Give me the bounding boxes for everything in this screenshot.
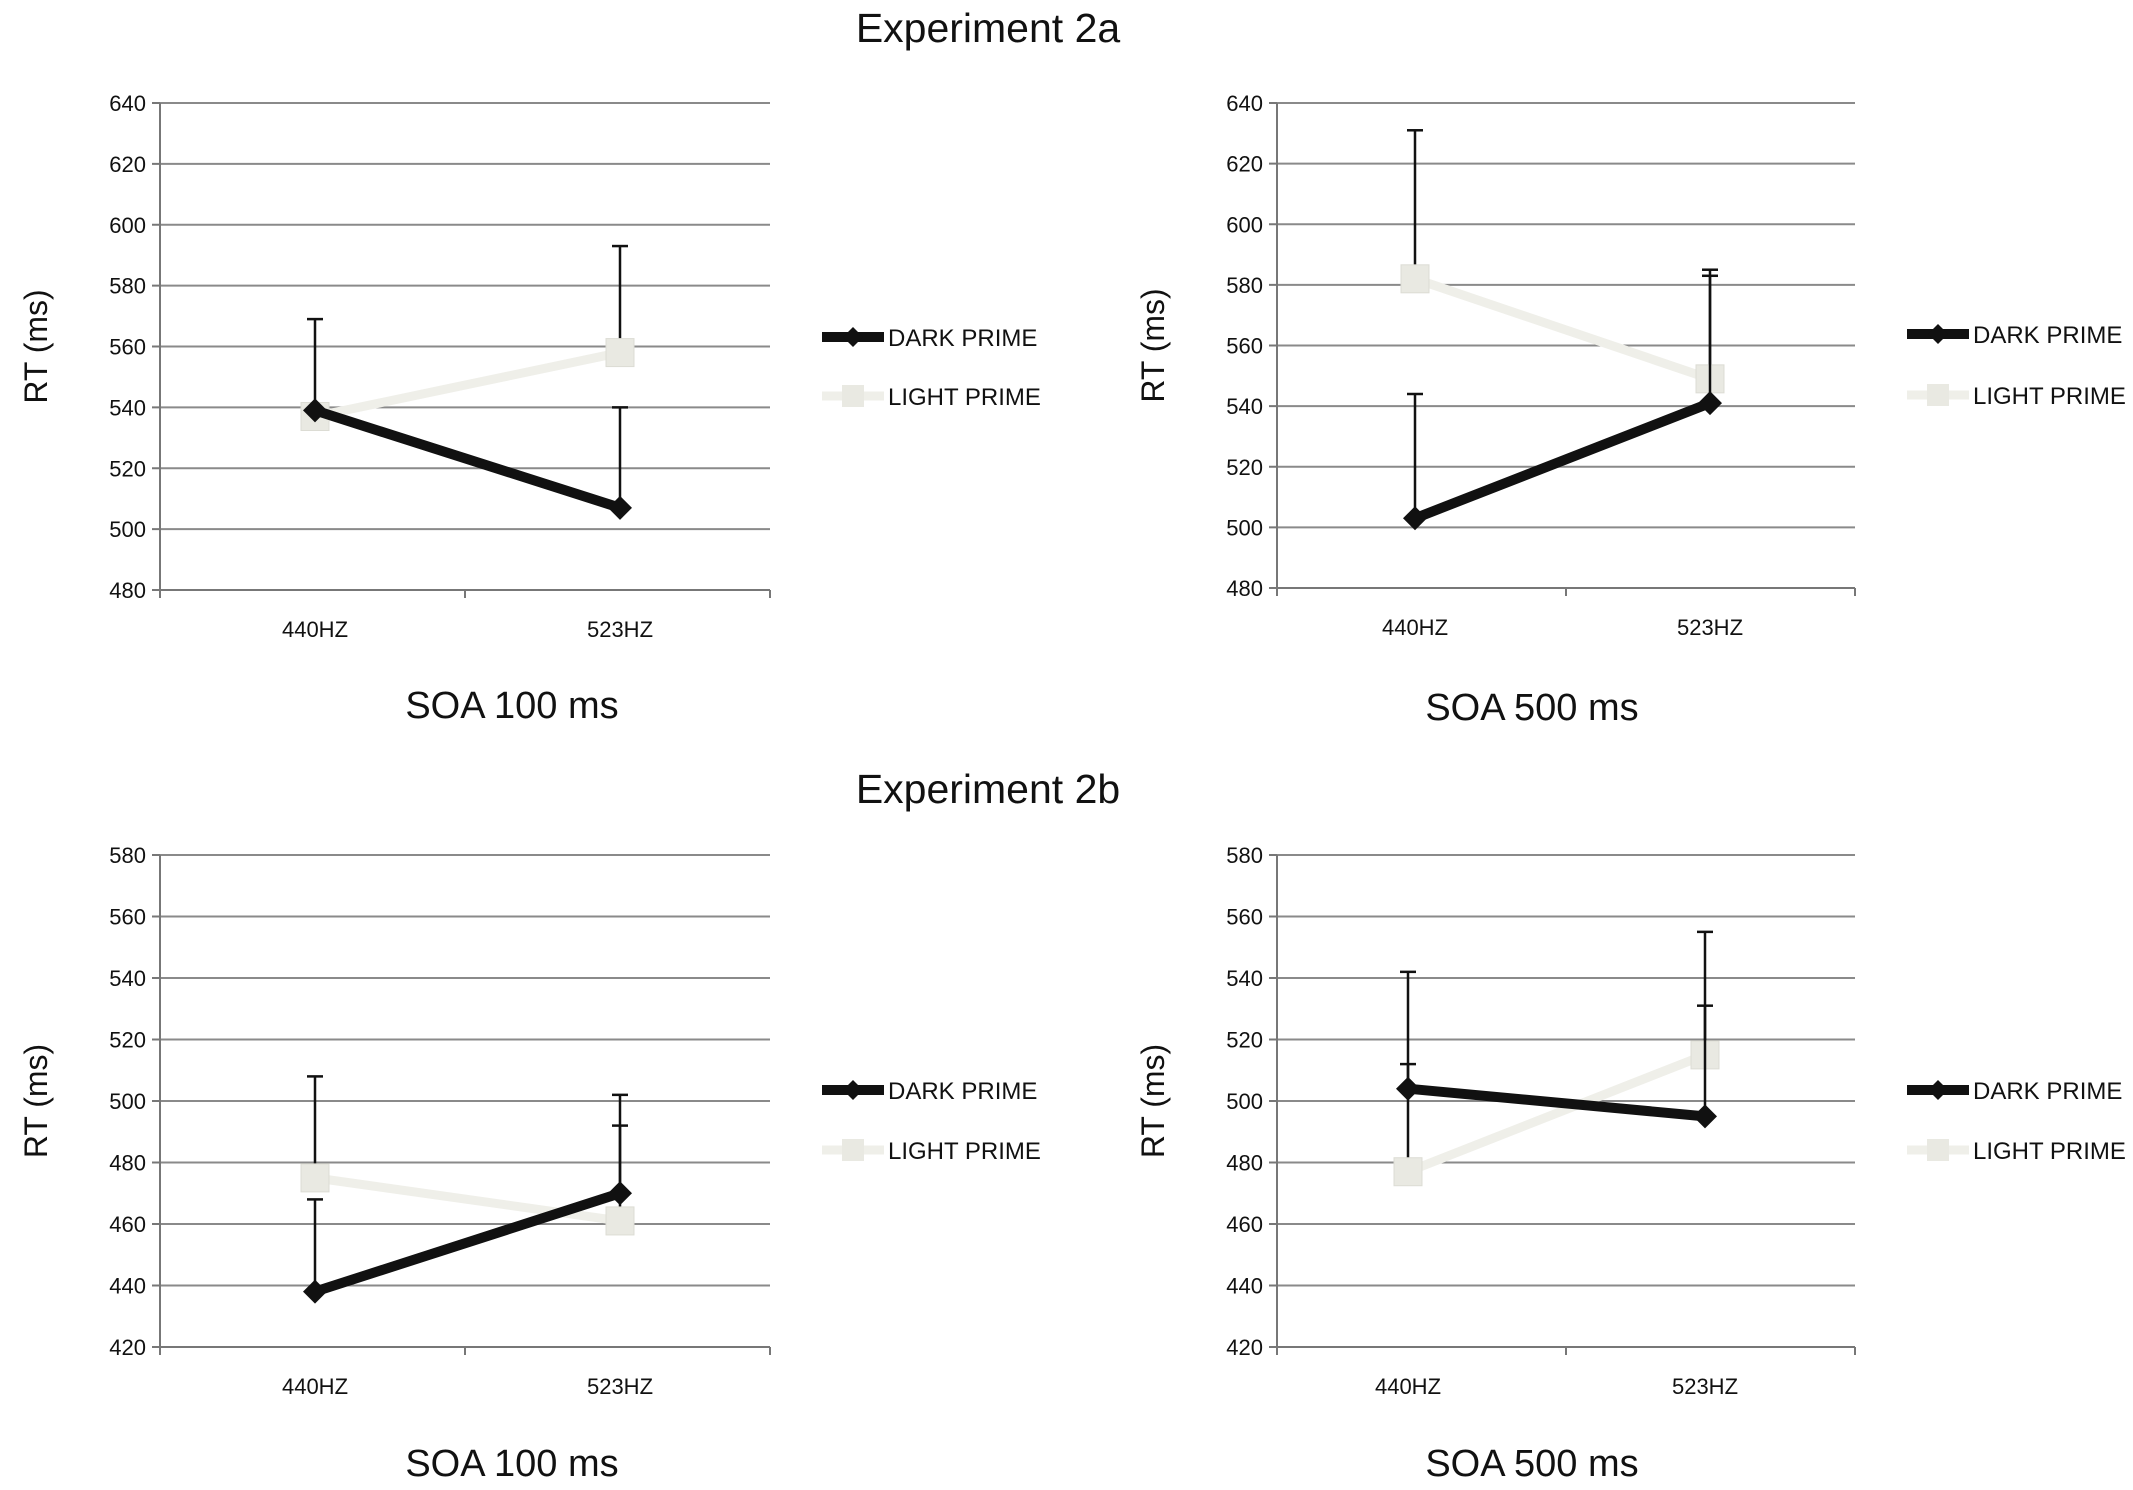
x-category-label: 523HZ bbox=[1677, 615, 1743, 640]
y-tick-label: 500 bbox=[109, 1089, 146, 1114]
legend-label-dark-prime: DARK PRIME bbox=[888, 1078, 1037, 1105]
chart-exp2a-soa500: 480 500 520 540 560 580 600 620 640 440HZ 523HZ RT … bbox=[1135, 91, 2126, 729]
legend-marker-light-prime bbox=[842, 385, 864, 407]
y-tick-label: 460 bbox=[109, 1212, 146, 1237]
x-axis-label: SOA 100 ms bbox=[405, 685, 618, 727]
y-tick-label: 480 bbox=[1226, 1151, 1263, 1176]
y-tick-label: 500 bbox=[1226, 1089, 1263, 1114]
y-tick-label: 540 bbox=[1226, 394, 1263, 419]
y-tick-label: 480 bbox=[1226, 576, 1263, 601]
section-title-experiment-2a: Experiment 2a bbox=[856, 5, 1121, 51]
y-tick-label: 420 bbox=[1226, 1335, 1263, 1360]
data-point-dark-prime bbox=[608, 495, 632, 520]
series-line-light-prime bbox=[314, 348, 621, 421]
legend-label-light-prime: LIGHT PRIME bbox=[888, 384, 1041, 411]
data-point-dark-prime bbox=[1698, 391, 1722, 416]
y-tick-label: 560 bbox=[1226, 334, 1263, 359]
y-tick-label: 560 bbox=[109, 905, 146, 930]
data-point-dark-prime bbox=[1693, 1104, 1717, 1129]
series-line-light-prime bbox=[1413, 274, 1712, 384]
legend-label-light-prime: LIGHT PRIME bbox=[1973, 1138, 2126, 1165]
x-category-label: 523HZ bbox=[1672, 1374, 1738, 1399]
y-tick-label: 580 bbox=[1226, 273, 1263, 298]
x-category-label: 523HZ bbox=[587, 617, 653, 642]
y-tick-label: 640 bbox=[1226, 91, 1263, 116]
y-tick-label: 600 bbox=[109, 213, 146, 238]
y-tick-label: 520 bbox=[1226, 455, 1263, 480]
series-line-light-prime bbox=[1406, 1050, 1707, 1176]
legend-marker-dark-prime bbox=[843, 1080, 863, 1100]
legend-label-dark-prime: DARK PRIME bbox=[1973, 1078, 2122, 1105]
data-point-dark-prime bbox=[1403, 506, 1427, 531]
series-line-dark-prime bbox=[1413, 398, 1712, 523]
data-point-light-prime bbox=[1393, 1157, 1423, 1187]
series-line-dark-prime bbox=[1407, 1083, 1706, 1122]
y-tick-label: 480 bbox=[109, 578, 146, 603]
y-tick-label: 540 bbox=[1226, 966, 1263, 991]
legend-label-dark-prime: DARK PRIME bbox=[888, 325, 1037, 352]
y-tick-label: 580 bbox=[109, 274, 146, 299]
y-tick-label: 540 bbox=[109, 966, 146, 991]
x-category-label: 440HZ bbox=[282, 1374, 348, 1399]
y-tick-label: 640 bbox=[109, 91, 146, 116]
x-category-label: 440HZ bbox=[1382, 615, 1448, 640]
legend-marker-dark-prime bbox=[1928, 1080, 1948, 1100]
data-point-dark-prime bbox=[1396, 1076, 1420, 1101]
y-tick-label: 520 bbox=[109, 1028, 146, 1053]
y-tick-label: 480 bbox=[109, 1151, 146, 1176]
section-title-experiment-2b: Experiment 2b bbox=[856, 766, 1120, 812]
legend-marker-dark-prime bbox=[843, 327, 863, 347]
y-axis-label: RT (ms) bbox=[18, 289, 54, 403]
data-point-dark-prime bbox=[608, 1181, 632, 1206]
data-point-light-prime bbox=[605, 338, 635, 368]
y-tick-label: 500 bbox=[109, 517, 146, 542]
y-tick-label: 580 bbox=[109, 843, 146, 868]
chart-exp2a-soa100: 480 500 520 540 560 580 600 620 640 440HZ 523HZ RT … bbox=[18, 91, 1041, 727]
y-tick-label: 560 bbox=[1226, 905, 1263, 930]
data-point-light-prime bbox=[1400, 264, 1430, 294]
chart-exp2b-soa100: 420 440 460 480 500 520 540 560 580 440HZ 523HZ RT … bbox=[18, 843, 1041, 1485]
x-category-label: 523HZ bbox=[587, 1374, 653, 1399]
x-axis-label: SOA 500 ms bbox=[1425, 1443, 1638, 1485]
y-tick-label: 560 bbox=[109, 335, 146, 360]
series-line-dark-prime bbox=[313, 405, 622, 513]
data-point-light-prime bbox=[300, 1163, 330, 1193]
chart-exp2b-soa500: 420 440 460 480 500 520 540 560 580 440HZ 523HZ RT … bbox=[1135, 843, 2126, 1485]
y-tick-label: 440 bbox=[109, 1274, 146, 1299]
data-point-dark-prime bbox=[303, 1279, 327, 1304]
y-axis-label: RT (ms) bbox=[1135, 288, 1171, 402]
legend-label-light-prime: LIGHT PRIME bbox=[888, 1138, 1041, 1165]
data-point-dark-prime bbox=[303, 398, 327, 423]
y-tick-label: 540 bbox=[109, 395, 146, 420]
x-axis-label: SOA 100 ms bbox=[405, 1443, 618, 1485]
x-category-label: 440HZ bbox=[282, 617, 348, 642]
y-tick-label: 460 bbox=[1226, 1212, 1263, 1237]
y-tick-label: 520 bbox=[109, 456, 146, 481]
y-tick-label: 520 bbox=[1226, 1028, 1263, 1053]
legend-marker-light-prime bbox=[842, 1139, 864, 1161]
legend-label-dark-prime: DARK PRIME bbox=[1973, 322, 2122, 349]
y-axis-label: RT (ms) bbox=[1135, 1044, 1171, 1158]
legend-label-light-prime: LIGHT PRIME bbox=[1973, 383, 2126, 410]
series-line-dark-prime bbox=[313, 1188, 622, 1297]
x-axis-label: SOA 500 ms bbox=[1425, 687, 1638, 729]
x-category-label: 440HZ bbox=[1375, 1374, 1441, 1399]
data-point-light-prime bbox=[605, 1206, 635, 1236]
y-tick-label: 580 bbox=[1226, 843, 1263, 868]
y-tick-label: 420 bbox=[109, 1335, 146, 1360]
y-axis-label: RT (ms) bbox=[18, 1044, 54, 1158]
y-tick-label: 600 bbox=[1226, 212, 1263, 237]
y-tick-label: 500 bbox=[1226, 515, 1263, 540]
y-tick-label: 620 bbox=[1226, 152, 1263, 177]
legend-marker-light-prime bbox=[1927, 384, 1949, 406]
y-tick-label: 620 bbox=[109, 152, 146, 177]
legend-marker-light-prime bbox=[1927, 1139, 1949, 1161]
legend-marker-dark-prime bbox=[1928, 324, 1948, 344]
y-tick-label: 440 bbox=[1226, 1274, 1263, 1299]
